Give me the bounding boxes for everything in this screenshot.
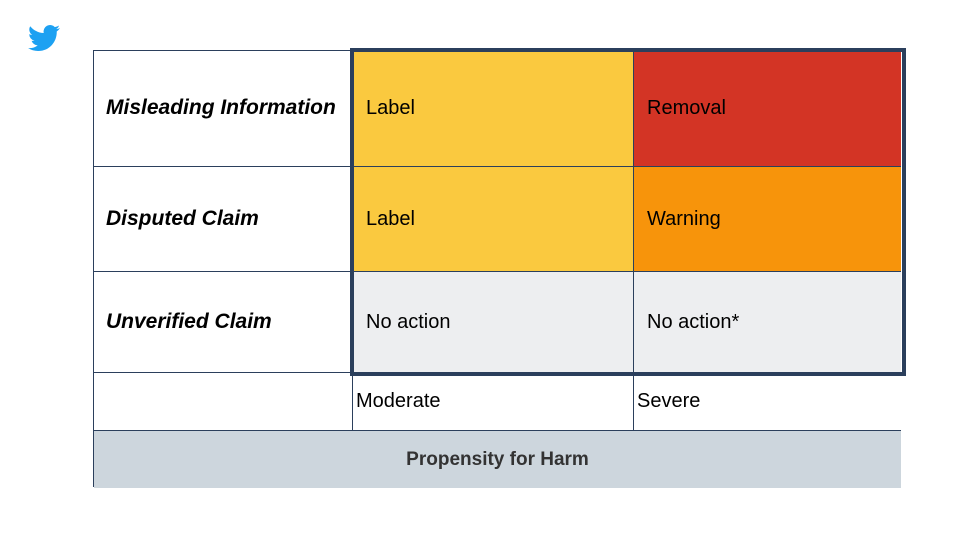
severity-label-moderate: Moderate [353, 373, 634, 431]
row-label-unverified-claim: Unverified Claim [94, 272, 353, 373]
row-label-disputed-claim: Disputed Claim [94, 167, 353, 272]
severity-label-severe: Severe [634, 373, 901, 431]
twitter-bird-icon [28, 24, 60, 52]
cell-unverified-severe: No action* [634, 272, 901, 373]
cell-disputed-moderate: Label [353, 167, 634, 272]
row-label-misleading-information: Misleading Information [94, 51, 353, 167]
cell-unverified-moderate: No action [353, 272, 634, 373]
cell-misleading-moderate: Label [353, 51, 634, 167]
axis-title-propensity-for-harm: Propensity for Harm [94, 431, 901, 488]
empty-corner-cell [94, 373, 353, 431]
moderation-matrix-table: Misleading Information Label Removal Dis… [93, 48, 906, 488]
cell-disputed-severe: Warning [634, 167, 901, 272]
cell-misleading-severe: Removal [634, 51, 901, 167]
